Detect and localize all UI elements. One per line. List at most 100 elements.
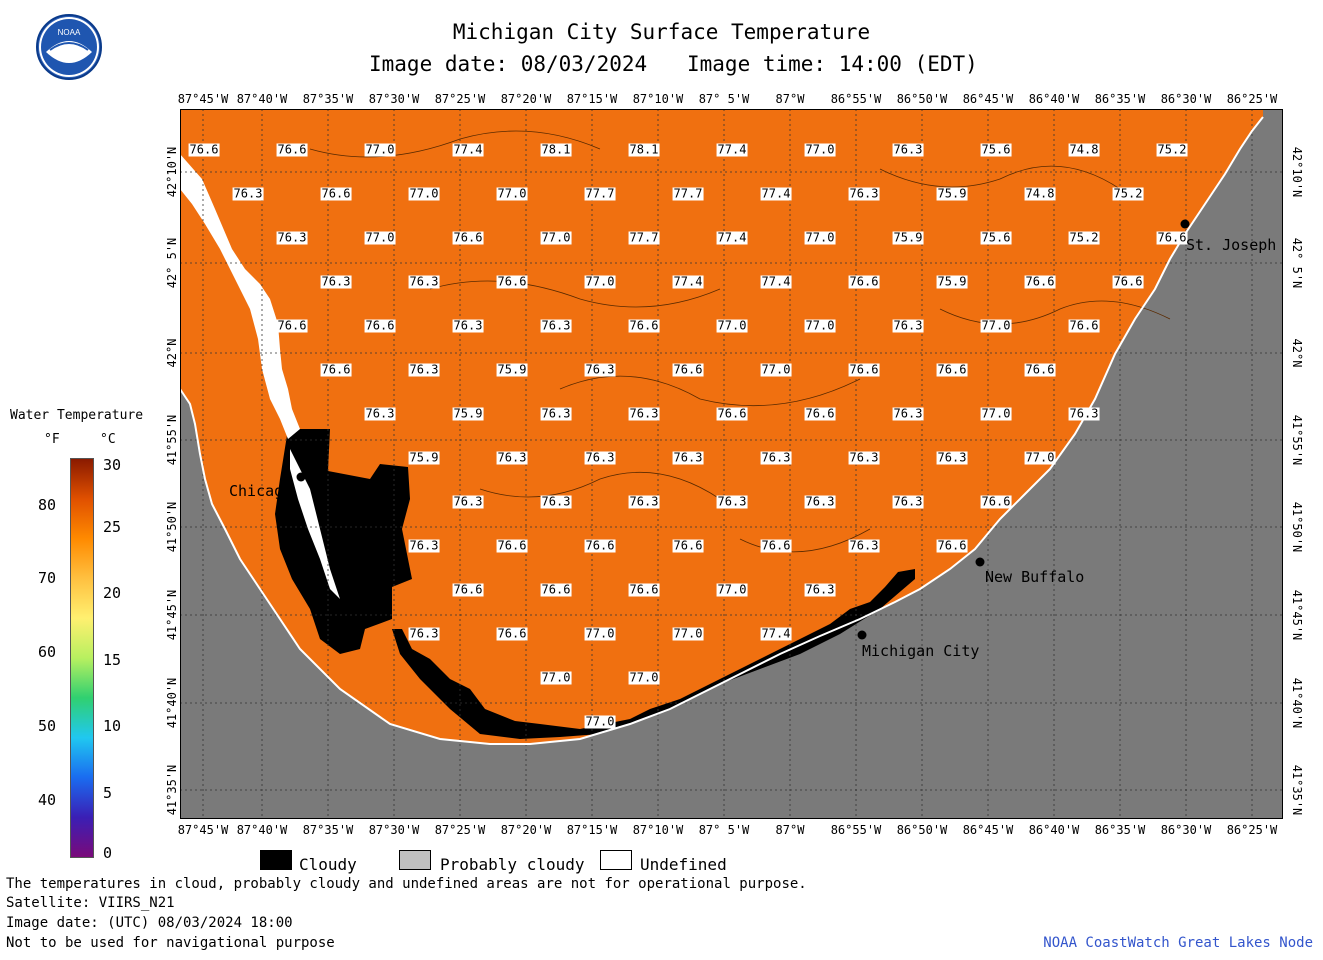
celsius-tick: 25 (103, 518, 122, 536)
celsius-tick: 0 (103, 844, 113, 862)
temperature-value: 76.6 (760, 538, 792, 553)
temperature-value: 78.1 (540, 142, 572, 157)
chicago-label: Chicago (229, 482, 293, 500)
temperature-value: 77.0 (980, 406, 1012, 421)
celsius-tick: 10 (103, 717, 122, 735)
temperature-color-bar (70, 458, 94, 858)
longitude-label: 87°10'W (632, 92, 684, 106)
temperature-value: 76.3 (408, 362, 440, 377)
latitude-label: 42° 5'N (165, 237, 179, 289)
new-buffalo-label: New Buffalo (985, 568, 1085, 586)
temperature-value: 76.3 (540, 318, 572, 333)
temperature-value: 76.3 (760, 450, 792, 465)
temperature-value: 77.0 (496, 186, 528, 201)
temperature-value: 76.3 (892, 494, 924, 509)
temperature-value: 77.0 (716, 582, 748, 597)
temperature-value: 77.0 (364, 230, 396, 245)
temperature-value: 76.3 (1068, 406, 1100, 421)
lake-michigan-water (180, 109, 1263, 744)
temperature-value: 76.3 (232, 186, 264, 201)
longitude-label: 87° 5'W (698, 823, 750, 837)
temperature-value: 77.0 (584, 274, 616, 289)
undefined-label: Undefined (640, 855, 727, 874)
longitude-label: 87°40'W (236, 823, 288, 837)
latitude-label: 42°N (165, 338, 179, 368)
legend-title: Water Temperature (10, 408, 144, 423)
longitude-label: 87° 5'W (698, 92, 750, 106)
longitude-label: 87°20'W (500, 92, 552, 106)
longitude-label: 87°15'W (566, 823, 618, 837)
temperature-value: 77.0 (408, 186, 440, 201)
temperature-value: 76.3 (892, 142, 924, 157)
temperature-value: 75.2 (1156, 142, 1188, 157)
fahrenheit-tick: 40 (38, 791, 57, 809)
temperature-value: 77.7 (628, 230, 660, 245)
longitude-label: 87°15'W (566, 92, 618, 106)
longitude-label: 86°30'W (1160, 92, 1212, 106)
latitude-label: 41°40'N (165, 677, 179, 729)
longitude-label: 87°45'W (177, 823, 229, 837)
latitude-label: 41°35'N (1290, 764, 1304, 816)
temperature-value: 76.6 (628, 318, 660, 333)
temperature-value: 76.3 (364, 406, 396, 421)
temperature-value: 76.6 (628, 582, 660, 597)
temperature-value: 76.6 (804, 406, 836, 421)
fahrenheit-tick: 80 (38, 496, 57, 514)
latitude-label: 42°10'N (1290, 146, 1304, 198)
st-joseph-marker (1180, 219, 1190, 229)
temperature-value: 76.6 (1024, 274, 1056, 289)
longitude-label: 86°50'W (896, 823, 948, 837)
longitude-label: 87°10'W (632, 823, 684, 837)
temperature-value: 76.6 (936, 362, 968, 377)
map-svg (179, 109, 1283, 819)
celsius-tick: 20 (103, 584, 122, 602)
temperature-value: 76.3 (892, 406, 924, 421)
image-date: Image date: 08/03/2024 (369, 52, 648, 76)
temperature-value: 77.0 (804, 318, 836, 333)
temperature-value: 75.9 (936, 274, 968, 289)
longitude-label: 86°35'W (1094, 92, 1146, 106)
longitude-label: 86°25'W (1226, 823, 1278, 837)
temperature-value: 77.7 (672, 186, 704, 201)
temperature-value: 76.3 (452, 318, 484, 333)
temperature-value: 75.6 (980, 142, 1012, 157)
cloudy-area (275, 429, 412, 654)
temperature-value: 76.6 (584, 538, 616, 553)
michigan-city-label: Michigan City (862, 642, 980, 660)
temperature-value: 76.3 (628, 494, 660, 509)
temperature-value: 75.9 (496, 362, 528, 377)
probably-cloudy-label: Probably cloudy (440, 855, 585, 874)
probably-cloudy-swatch (399, 850, 431, 870)
longitude-label: 87°25'W (434, 823, 486, 837)
temperature-value: 76.6 (936, 538, 968, 553)
temperature-value: 77.0 (540, 670, 572, 685)
longitude-label: 87°W (775, 823, 805, 837)
temperature-value: 76.6 (276, 142, 308, 157)
temperature-value: 76.6 (496, 538, 528, 553)
temperature-value: 77.4 (760, 186, 792, 201)
temperature-value: 77.0 (540, 230, 572, 245)
latitude-label: 41°45'N (1290, 589, 1304, 641)
temperature-value: 76.6 (1156, 230, 1188, 245)
undefined-area (180, 154, 300, 439)
temperature-value: 76.3 (672, 450, 704, 465)
temperature-value: 77.0 (980, 318, 1012, 333)
temperature-value: 76.6 (1024, 362, 1056, 377)
latitude-label: 42°N (1290, 338, 1304, 368)
temperature-value: 76.6 (540, 582, 572, 597)
st-joseph-label: St. Joseph (1186, 236, 1277, 254)
longitude-label: 86°35'W (1094, 823, 1146, 837)
celsius-tick: 5 (103, 784, 113, 802)
undefined-area-south (290, 449, 340, 599)
chicago-marker (296, 472, 306, 482)
latitude-label: 42° 5'N (1290, 237, 1304, 289)
michigan-city-marker (857, 630, 867, 640)
satellite-info: Satellite: VIIRS_N21 (6, 895, 175, 911)
unit-c: °C (100, 432, 116, 447)
noaa-logo: NOAA (36, 14, 102, 80)
temperature-value: 77.4 (760, 626, 792, 641)
temperature-value: 77.0 (672, 626, 704, 641)
temperature-value: 76.3 (540, 406, 572, 421)
temperature-value: 76.3 (804, 494, 836, 509)
longitude-label: 87°25'W (434, 92, 486, 106)
